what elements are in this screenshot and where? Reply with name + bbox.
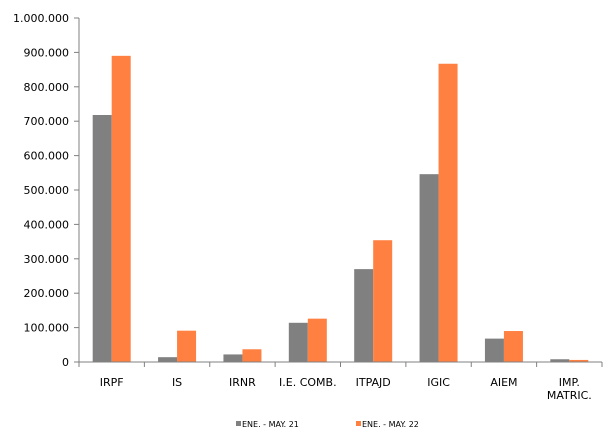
legend: ENE. - MAY. 21 ENE. - MAY. 22 [236,420,419,429]
y-tick-label: 0 [62,356,69,369]
y-tick-label: 800.000 [24,81,70,94]
bar-ene-may-21 [92,115,112,363]
y-tick-label: 400.000 [24,218,70,231]
bar-ene-may-22 [111,55,131,363]
category-label-line: ITPAJD [356,376,391,389]
category-label-line: IMP. [559,376,580,389]
bar-ene-may-22 [569,359,589,362]
category-label: IS [172,376,182,389]
category-label: I.E. COMB. [279,376,337,389]
bar-ene-may-21 [484,338,504,362]
category-label: AIEM [490,376,517,389]
y-tick-label: 600.000 [24,150,70,163]
bar-ene-may-21 [419,174,439,362]
category-label: IRPF [100,376,124,389]
bar-ene-may-22 [438,63,458,362]
category-label-line: MATRIC. [547,389,592,402]
category-label: IMP. MATRIC. [547,376,592,402]
category-label: IRNR [229,376,256,389]
bar-ene-may-22 [242,349,262,362]
category-labels: IRPF IS IRNR I.E. COMB. ITPAJD IGIC AIEM IMP. MA… [100,376,592,402]
bars [92,55,589,363]
y-tick-label: 900.000 [24,46,70,59]
category-label-line: IS [172,376,182,389]
category-label-line: I.E. COMB. [279,376,337,389]
category-label: ITPAJD [356,376,391,389]
bar-ene-may-22 [373,240,393,362]
bar-ene-may-22 [307,318,327,362]
y-tick-label: 500.000 [24,184,70,197]
legend-label: ENE. - MAY. 21 [242,420,299,429]
category-label-line: AIEM [490,376,517,389]
legend-label: ENE. - MAY. 22 [362,420,419,429]
legend-swatch [356,421,361,426]
y-tick-label: 300.000 [24,253,70,266]
y-tick-label: 200.000 [24,287,70,300]
y-tick-label: 700.000 [24,115,70,128]
bar-ene-may-22 [503,331,523,362]
category-label: IGIC [427,376,450,389]
bar-ene-may-21 [223,354,243,362]
y-tick-label: 100.000 [24,322,70,335]
bar-ene-may-21 [354,269,374,362]
bar-ene-may-21 [288,322,308,362]
category-label-line: IRNR [229,376,256,389]
legend-swatch [236,421,241,426]
bar-ene-may-21 [158,357,178,362]
bar-ene-may-21 [550,359,570,362]
category-label-line: IGIC [427,376,450,389]
y-tick-label: 1.000.000 [13,12,69,25]
category-label-line: IRPF [100,376,124,389]
bar-ene-may-22 [177,330,197,362]
y-axis-ticks: 0 100.000 200.000 300.000 400.000 500.000 600.… [13,12,79,369]
x-axis-ticks [78,362,603,367]
